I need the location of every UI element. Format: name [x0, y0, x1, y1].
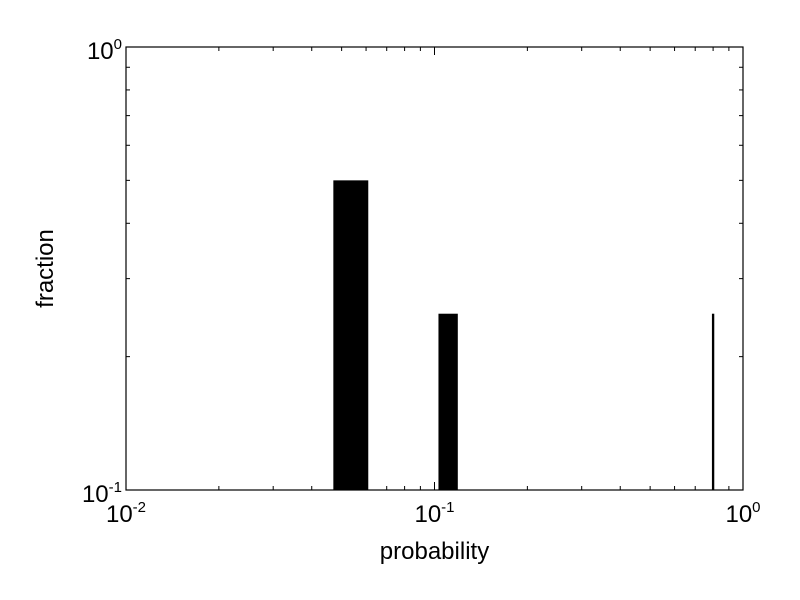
x-tick-label: 10-1 [414, 499, 454, 528]
bars-group [333, 180, 715, 490]
bar-3 [711, 313, 715, 490]
plot-background [126, 47, 743, 490]
bar-2 [438, 313, 458, 490]
x-tick-label: 100 [725, 499, 760, 528]
x-axis-label: probability [380, 538, 489, 565]
y-tick-label: 10-1 [82, 479, 122, 508]
y-axis-label: fraction [32, 229, 59, 308]
x-tick-label: 10-2 [106, 499, 146, 528]
bar-1 [333, 180, 369, 490]
plot-frame [125, 46, 744, 491]
y-tick-label: 100 [87, 36, 122, 65]
